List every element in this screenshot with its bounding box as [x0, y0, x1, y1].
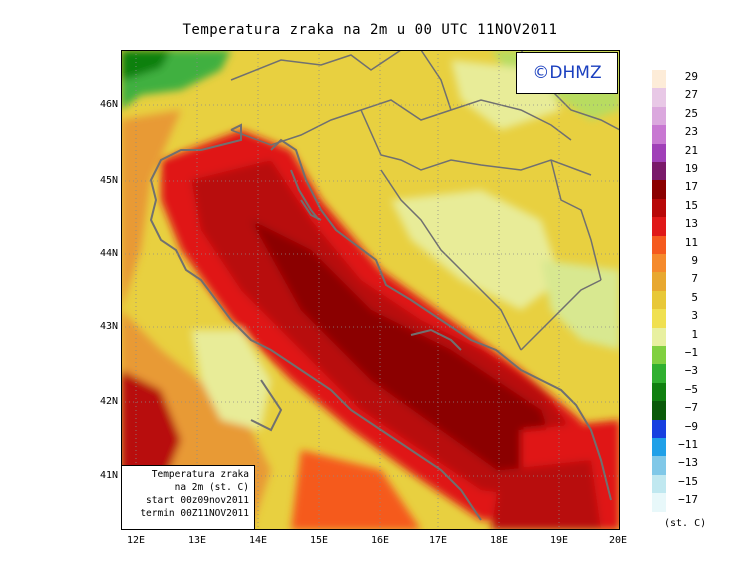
legend-swatch: [652, 235, 666, 255]
legend-units: (st. C): [664, 518, 707, 529]
lat-label: 41N: [99, 470, 118, 481]
legend-swatch: [652, 438, 666, 457]
lon-label: 18E: [489, 535, 509, 546]
lon-label: 12E: [126, 535, 146, 546]
legend-swatch: [652, 364, 666, 384]
info-line-2: na 2m (st. C): [174, 482, 249, 493]
lat-label: 44N: [99, 248, 118, 259]
legend-label: 11: [684, 235, 698, 249]
legend-swatch: [652, 401, 666, 421]
legend-swatch: [652, 217, 666, 237]
info-line-4: termin 00Z11NOV2011: [140, 508, 249, 519]
lon-label: 19E: [549, 535, 569, 546]
legend-swatch: [652, 106, 666, 126]
legend-label: 5: [691, 290, 698, 304]
info-line-1: Temperatura zraka: [151, 469, 249, 480]
legend-swatch: [652, 456, 666, 476]
legend-label: −15: [678, 474, 698, 488]
lon-label: 13E: [187, 535, 207, 546]
legend-label: 17: [684, 180, 698, 194]
legend-swatch: [652, 474, 666, 494]
legend-label: −1: [684, 346, 698, 359]
temperature-map: [121, 50, 620, 530]
legend-label: 21: [684, 143, 698, 157]
legend-swatch: [652, 125, 666, 145]
lat-label: 43N: [99, 321, 118, 332]
legend-swatch: [652, 346, 666, 365]
legend-label: −9: [684, 419, 698, 433]
legend-label: 23: [684, 125, 698, 139]
legend-label: −7: [684, 401, 698, 415]
legend-swatch: [652, 382, 666, 402]
info-line-3: start 00z09nov2011: [146, 495, 249, 506]
legend-label: −17: [678, 493, 698, 507]
lat-lon-grid: [121, 50, 620, 530]
lat-label: 42N: [99, 396, 118, 407]
legend-label: 1: [691, 327, 698, 341]
legend-swatch: [652, 272, 666, 292]
legend-label: 9: [691, 254, 698, 267]
dhmz-logo: ©DHMZ: [516, 52, 618, 94]
info-box: Temperatura zraka na 2m (st. C) start 00…: [121, 465, 255, 530]
legend-label: 15: [684, 198, 698, 212]
legend-swatch: [652, 162, 666, 181]
legend-swatch: [652, 419, 666, 439]
legend-swatch: [652, 254, 666, 273]
legend-label: 19: [684, 162, 698, 175]
legend-swatch: [652, 309, 666, 329]
lat-label: 46N: [99, 99, 118, 110]
legend-swatch: [652, 290, 666, 310]
legend-swatch: [652, 180, 666, 200]
legend-label: 27: [684, 88, 698, 102]
lat-label: 45N: [99, 175, 118, 186]
legend-label: −5: [684, 382, 698, 396]
legend-swatch: [652, 70, 666, 89]
lon-label: 15E: [309, 535, 329, 546]
lon-label: 20E: [608, 535, 628, 546]
legend-label: 7: [691, 272, 698, 286]
legend-label: −3: [684, 364, 698, 378]
legend-label: −13: [678, 456, 698, 470]
legend-swatch: [652, 327, 666, 347]
borders: [230, 50, 620, 351]
lon-label: 14E: [248, 535, 268, 546]
legend-label: −11: [678, 438, 698, 451]
legend-label: 25: [684, 106, 698, 120]
coastlines: [149, 123, 612, 521]
lon-label: 16E: [370, 535, 390, 546]
legend-swatch: [652, 88, 666, 108]
legend-swatch: [652, 198, 666, 218]
legend-label: 3: [691, 309, 698, 323]
legend-swatch: [652, 493, 666, 513]
legend-label: 13: [684, 217, 698, 231]
legend-swatch: [652, 143, 666, 163]
legend-label: 29: [684, 70, 698, 83]
map-title: Temperatura zraka na 2m u 00 UTC 11NOV20…: [182, 22, 558, 38]
lon-label: 17E: [428, 535, 448, 546]
